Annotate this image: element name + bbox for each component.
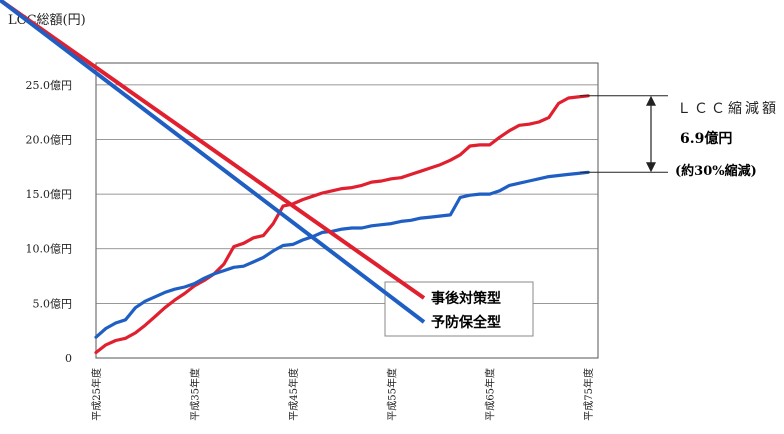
reduction-annotation: ＬＣＣ縮減額 6.9億円 (約30%縮減): [580, 95, 779, 179]
y-tick-label: 0: [65, 352, 72, 365]
annotation-arrowhead-down: [646, 162, 656, 173]
legend-swatch-preventive: [0, 0, 426, 324]
x-tick-label: 平成45年度: [287, 368, 300, 421]
gridlines: [96, 84, 598, 304]
x-tick-labels: 平成25年度 平成35年度 平成45年度 平成55年度 平成65年度 平成75年度: [90, 368, 595, 421]
x-tick-label: 平成55年度: [385, 368, 398, 421]
legend-swatch-reactive: [0, 0, 426, 300]
x-tick-label: 平成25年度: [90, 368, 103, 421]
series-lines: [94, 94, 590, 355]
y-axis-title: LCC総額(円): [8, 13, 86, 28]
y-tick-label: 25.0億円: [26, 79, 73, 92]
annotation-arrowhead-up: [646, 95, 656, 106]
annotation-value: 6.9億円: [680, 130, 732, 147]
y-tick-label: 5.0億円: [33, 297, 73, 310]
x-tick-label: 平成75年度: [582, 368, 595, 421]
y-tick-label: 20.0億円: [26, 133, 73, 146]
y-tick-label: 10.0億円: [26, 243, 73, 256]
legend: 事後対策型 予防保全型: [0, 0, 534, 337]
annotation-note: (約30%縮減): [675, 163, 757, 179]
series-line-0: [94, 94, 590, 355]
x-tick-label: 平成35年度: [188, 368, 201, 421]
y-tick-labels: 0 5.0億円 10.0億円 15.0億円 20.0億円 25.0億円: [26, 79, 73, 365]
y-tick-label: 15.0億円: [26, 188, 73, 201]
x-tick-label: 平成65年度: [484, 368, 497, 421]
series-line-1: [94, 170, 590, 339]
legend-label-reactive: 事後対策型: [431, 290, 501, 307]
annotation-title: ＬＣＣ縮減額: [677, 100, 779, 117]
legend-label-preventive: 予防保全型: [431, 314, 501, 331]
